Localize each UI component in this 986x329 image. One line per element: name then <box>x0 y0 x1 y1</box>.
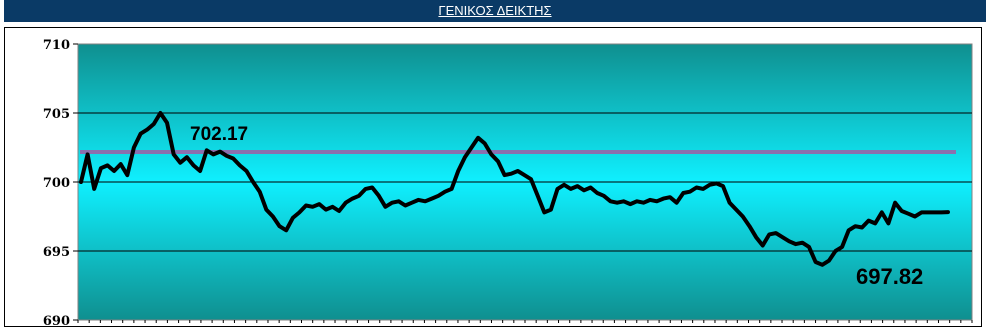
reference-value-label: 702.17 <box>190 124 248 145</box>
y-tick-label: 700 <box>43 176 70 191</box>
y-axis: 690 695 700 705 710 <box>43 38 78 326</box>
chart-frame: 690 695 700 705 710 702.17 697.82 <box>4 27 982 327</box>
last-value-label: 697.82 <box>856 264 923 289</box>
chart-header: ΓΕΝΙΚΟΣ ΔΕΙΚΤΗΣ <box>0 0 986 22</box>
gridlines <box>78 112 972 252</box>
y-tick-label: 690 <box>43 314 70 326</box>
line-chart: 690 695 700 705 710 702.17 697.82 <box>43 38 973 326</box>
x-axis-ticks <box>77 320 973 323</box>
y-tick-label: 710 <box>43 38 70 53</box>
series-line <box>79 111 950 267</box>
chart-title: ΓΕΝΙΚΟΣ ΔΕΙΚΤΗΣ <box>438 3 552 18</box>
y-tick-label: 695 <box>43 245 70 260</box>
y-tick-label: 705 <box>43 107 70 122</box>
